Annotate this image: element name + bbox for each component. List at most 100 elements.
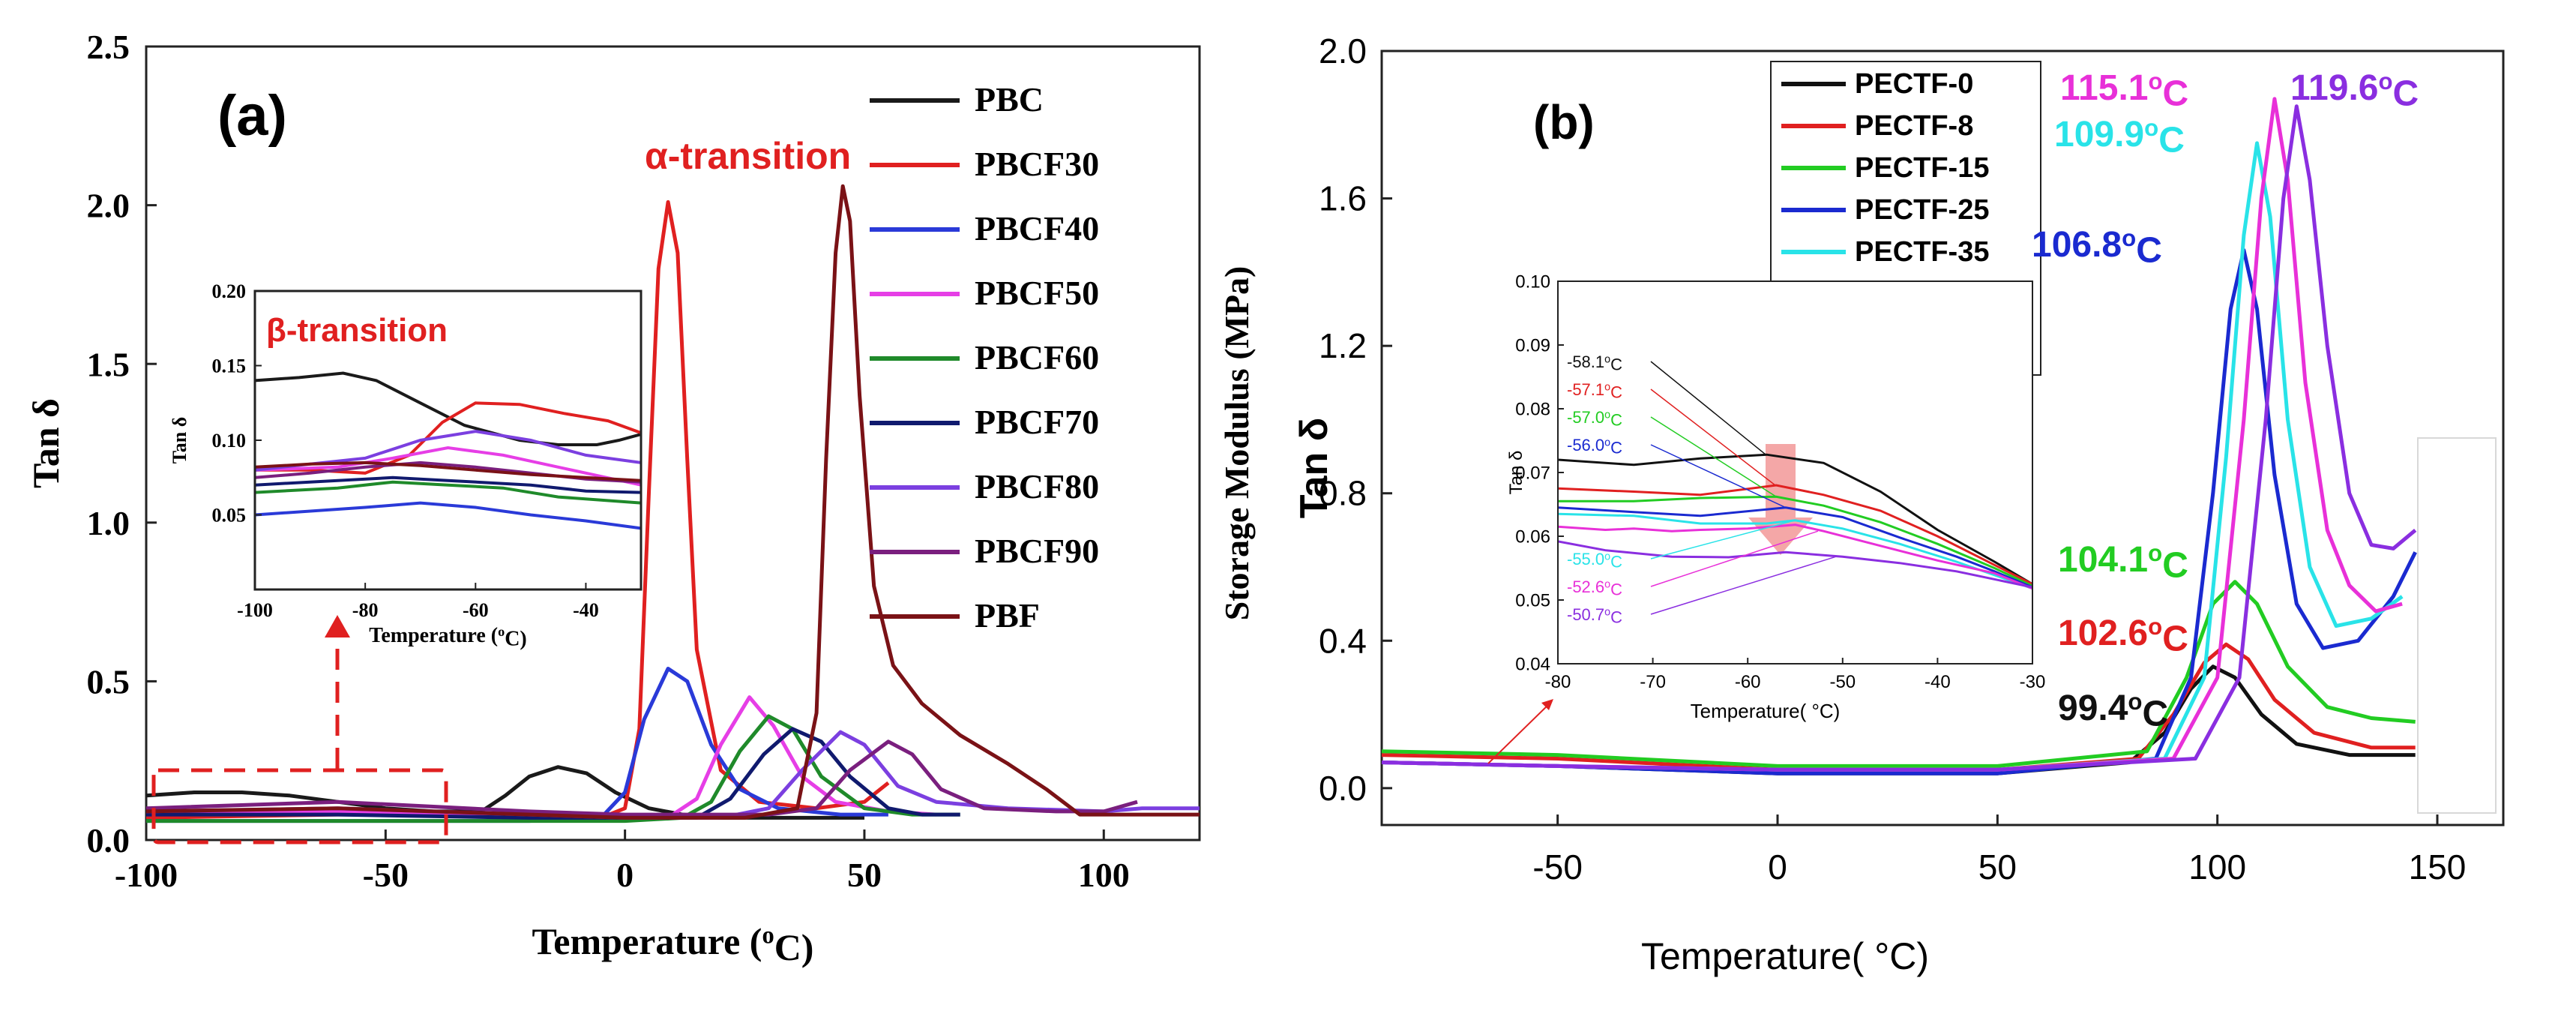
- panel-b: -50 0 50 100 150 0.0 0.4 0.8 1.2 1.6 2.0 Temperatur…: [1292, 32, 2505, 977]
- panel-label: (a): [217, 84, 287, 148]
- legend-label: PECTF-35: [1855, 236, 1989, 268]
- inset-series: [255, 371, 641, 530]
- inset-leader-line: [1650, 556, 1837, 615]
- x-tick-label: 100: [2188, 848, 2246, 886]
- peak-label-PECTF-8: 102.6oC: [2058, 614, 2188, 659]
- peak-label-PECTF-0: 99.4oC: [2058, 688, 2168, 734]
- series-line-PBCF70: [146, 727, 960, 820]
- y-tick-label: 0.04: [1515, 654, 1550, 674]
- inset-peak-label: -58.1oC: [1567, 352, 1622, 374]
- inset-series-line-PBF: [255, 460, 641, 482]
- x-tick-label: -80: [1545, 672, 1571, 692]
- y-tick-label: 0.05: [1515, 590, 1550, 610]
- inset-peak-label: -55.0oC: [1567, 550, 1622, 571]
- y-tick-label: 0.4: [1319, 621, 1367, 660]
- right-axis-label: Storage Modulus (MPa): [1218, 266, 1256, 621]
- x-tick-label: -60: [1735, 672, 1761, 692]
- inset-peak-label: -52.6oC: [1567, 578, 1622, 598]
- legend-label: PBCF60: [975, 338, 1099, 376]
- series-group: [1381, 97, 2417, 776]
- legend-label: PECTF-25: [1855, 194, 1989, 226]
- series-line-PBCF90: [145, 740, 1138, 817]
- y-tick-label: 1.2: [1319, 326, 1367, 365]
- inset-leader-line: [1650, 520, 1796, 560]
- legend-label: PECTF-8: [1855, 110, 1973, 142]
- y-tick-label: 0.05: [212, 505, 247, 526]
- inset-pointer-head: [1541, 699, 1553, 710]
- inset-y-axis-label: Tan δ: [1506, 451, 1526, 495]
- legend-label: PBCF90: [975, 532, 1099, 570]
- series-line-PBCF80: [145, 730, 1200, 820]
- plot-frame: [145, 45, 1201, 842]
- inset-series-line-PBC: [255, 371, 641, 446]
- y-tick-label: 0.10: [212, 430, 247, 452]
- arrow-head: [325, 615, 350, 638]
- legend-label: PBCF40: [975, 209, 1099, 248]
- x-tick-label: -60: [463, 599, 489, 621]
- inset-series-line-PECTF-8: [1558, 484, 2032, 586]
- y-tick-label: 0.10: [1515, 272, 1550, 292]
- inset-leader-line: [1650, 361, 1766, 455]
- inset-peak-label: -50.7oC: [1567, 605, 1622, 626]
- x-tick-label: -70: [1640, 672, 1666, 692]
- inset-peak-label: -57.0oC: [1567, 408, 1622, 429]
- y-tick-label: 0.06: [1515, 526, 1550, 547]
- y-tick-label: 1.5: [87, 345, 130, 383]
- x-tick-label: -80: [352, 599, 379, 621]
- x-tick-label: 50: [847, 856, 882, 894]
- x-tick-label: -100: [115, 856, 178, 894]
- panel-a: -100 -50 0 50 100 0.0 0.5 1.0 1.5 2.0 2.5 Temperatu…: [25, 28, 1256, 968]
- legend-label: PBC: [975, 80, 1044, 118]
- y-tick-label: 0.08: [1515, 399, 1550, 419]
- legend-label: PBCF50: [975, 274, 1099, 312]
- legend-label: PBCF70: [975, 403, 1099, 441]
- x-tick-label: 100: [1078, 856, 1130, 894]
- y-tick-label: 0.5: [87, 663, 130, 701]
- x-tick-label: -50: [363, 856, 409, 894]
- series-line-PBF: [145, 184, 1200, 820]
- inset-leader-line: [1650, 416, 1777, 497]
- inset-background: [255, 291, 641, 590]
- beta-region-box: [151, 768, 448, 844]
- inset-pointer-line: [1487, 700, 1553, 764]
- legend-label: PECTF-15: [1855, 152, 1989, 184]
- x-tick-label: 50: [1978, 848, 2017, 886]
- y-tick-label: 0.09: [1515, 335, 1550, 356]
- x-tick-label: -50: [1532, 848, 1582, 886]
- inset-series-line-PECTF-0: [1558, 453, 2032, 586]
- x-tick-label: 0: [616, 856, 634, 894]
- y-tick-label: 0.20: [212, 280, 247, 302]
- inset-series-line-PBCF40: [255, 501, 641, 530]
- inset-series-line-PECTF-15: [1558, 495, 2032, 587]
- x-tick-label: -50: [1829, 672, 1856, 692]
- y-tick-label: 2.0: [1319, 32, 1367, 70]
- y-tick-label: 0.15: [212, 356, 247, 377]
- inset-series-line-PBCF50: [255, 446, 641, 487]
- y-tick-label: 0.8: [1319, 474, 1367, 513]
- y-tick-label: 2.0: [87, 187, 130, 225]
- y-tick-label: 2.5: [87, 28, 130, 66]
- peak-label-PECTF-53: 119.6oC: [2290, 68, 2419, 114]
- inset-leader-line: [1650, 530, 1819, 587]
- y-tick-label: 0.07: [1515, 463, 1550, 483]
- x-tick-label: -100: [237, 599, 273, 621]
- peak-label-PECTF-35: 109.9oC: [2054, 115, 2185, 160]
- inset-series-line-PECTF-25: [1558, 506, 2032, 589]
- inset-y-axis-label: Tan δ: [169, 417, 190, 464]
- beta-transition-label: β-transition: [266, 312, 448, 349]
- y-tick-label: 0.0: [87, 821, 130, 860]
- peak-label-PECTF-15: 104.1oC: [2058, 540, 2188, 586]
- inset-peak-label: -56.0oC: [1567, 436, 1622, 457]
- legend-label: PBF: [975, 596, 1040, 634]
- inset-series-line-PBCF70: [255, 476, 641, 494]
- series-line-PECTF-53: [1381, 104, 2417, 772]
- x-tick-label: 150: [2409, 848, 2467, 886]
- blank-region: [2417, 437, 2497, 814]
- inset-b: -80 -70 -60 -50 -40 -30 0.04 0.05 0.06 0.07 0.08 0.…: [1506, 272, 2045, 722]
- x-tick-label: -30: [2020, 672, 2046, 692]
- y-axis-label: Tan δ: [1292, 418, 1336, 519]
- inset-series-line-PECTF-53: [1558, 540, 2032, 589]
- inset-leader-line: [1650, 388, 1776, 486]
- series-line-PECTF-25: [1381, 248, 2417, 776]
